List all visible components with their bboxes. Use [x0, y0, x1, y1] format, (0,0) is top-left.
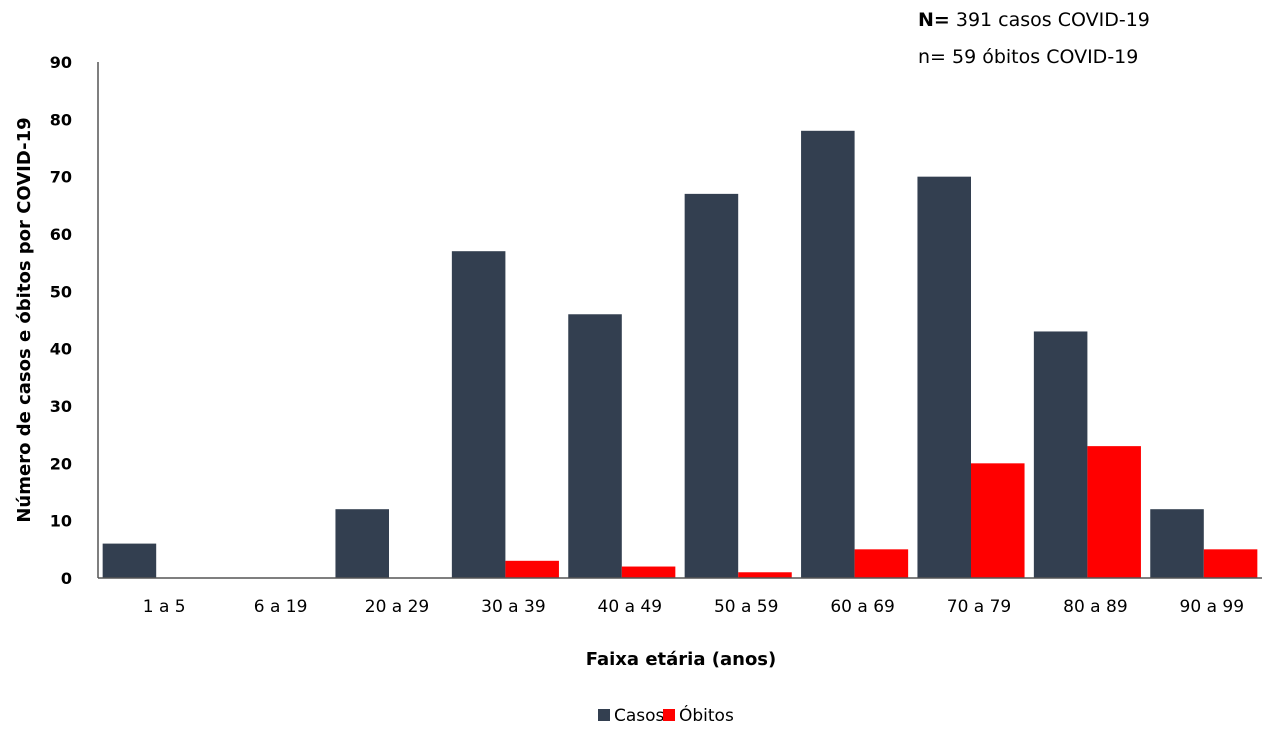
bar-casos — [335, 509, 389, 578]
x-tick-label: 6 a 19 — [254, 597, 308, 617]
y-tick-label: 30 — [50, 397, 72, 416]
bar-casos — [102, 543, 157, 578]
bar-casos — [1150, 509, 1204, 578]
y-tick-label: 60 — [50, 225, 72, 244]
x-tick-label: 70 a 79 — [947, 597, 1012, 617]
y-tick-label: 90 — [50, 53, 72, 72]
legend-swatch — [598, 709, 610, 721]
bar-casos — [1033, 331, 1088, 578]
x-axis-label: Faixa etária (anos) — [586, 649, 777, 670]
y-tick-label: 20 — [50, 454, 72, 473]
x-tick-label: 20 a 29 — [365, 597, 430, 617]
bar-obitos — [505, 560, 559, 578]
y-axis-ticks: 0 10 20 30 40 50 60 70 80 90 — [50, 53, 72, 588]
bar-obitos — [854, 549, 909, 578]
y-tick-label: 70 — [50, 168, 72, 187]
legend-label: Óbitos — [679, 704, 734, 726]
annotation-total-deaths: n= 59 óbitos COVID-19 — [918, 46, 1139, 68]
x-axis-ticks: 1 a 5 6 a 19 20 a 29 30 a 39 40 a 49 50 a 59 6… — [143, 597, 1244, 617]
legend: Casos Óbitos — [598, 704, 734, 726]
bar-obitos — [621, 566, 676, 578]
bar-casos — [451, 251, 506, 578]
bar-obitos — [971, 463, 1025, 578]
legend-label: Casos — [614, 706, 665, 726]
y-axis-label: Número de casos e óbitos por COVID-19 — [14, 117, 35, 522]
bar-obitos — [1087, 446, 1141, 578]
x-tick-label: 80 a 89 — [1063, 597, 1128, 617]
bars — [102, 130, 1258, 579]
bar-obitos — [1203, 549, 1258, 578]
x-tick-label: 90 a 99 — [1180, 597, 1245, 617]
x-tick-label: 60 a 69 — [830, 597, 895, 617]
annotation-total-cases: N= 391 casos COVID-19 — [918, 8, 1150, 32]
bar-casos — [917, 176, 971, 578]
y-tick-label: 50 — [50, 282, 72, 301]
annotation-n-label: N= — [918, 9, 950, 31]
bar-casos — [684, 193, 739, 578]
y-tick-label: 0 — [61, 569, 72, 588]
bar-casos — [568, 314, 622, 578]
x-tick-label: 1 a 5 — [143, 597, 186, 617]
bar-obitos — [738, 572, 792, 578]
x-tick-label: 50 a 59 — [714, 597, 779, 617]
x-tick-label: 40 a 49 — [598, 597, 663, 617]
annotation-cases-text: 391 casos COVID-19 — [949, 9, 1150, 31]
bar-casos — [801, 130, 855, 579]
legend-swatch — [663, 709, 675, 721]
x-tick-label: 30 a 39 — [481, 597, 546, 617]
y-tick-label: 40 — [50, 340, 72, 359]
y-tick-label: 80 — [50, 110, 72, 129]
y-tick-label: 10 — [50, 512, 72, 531]
